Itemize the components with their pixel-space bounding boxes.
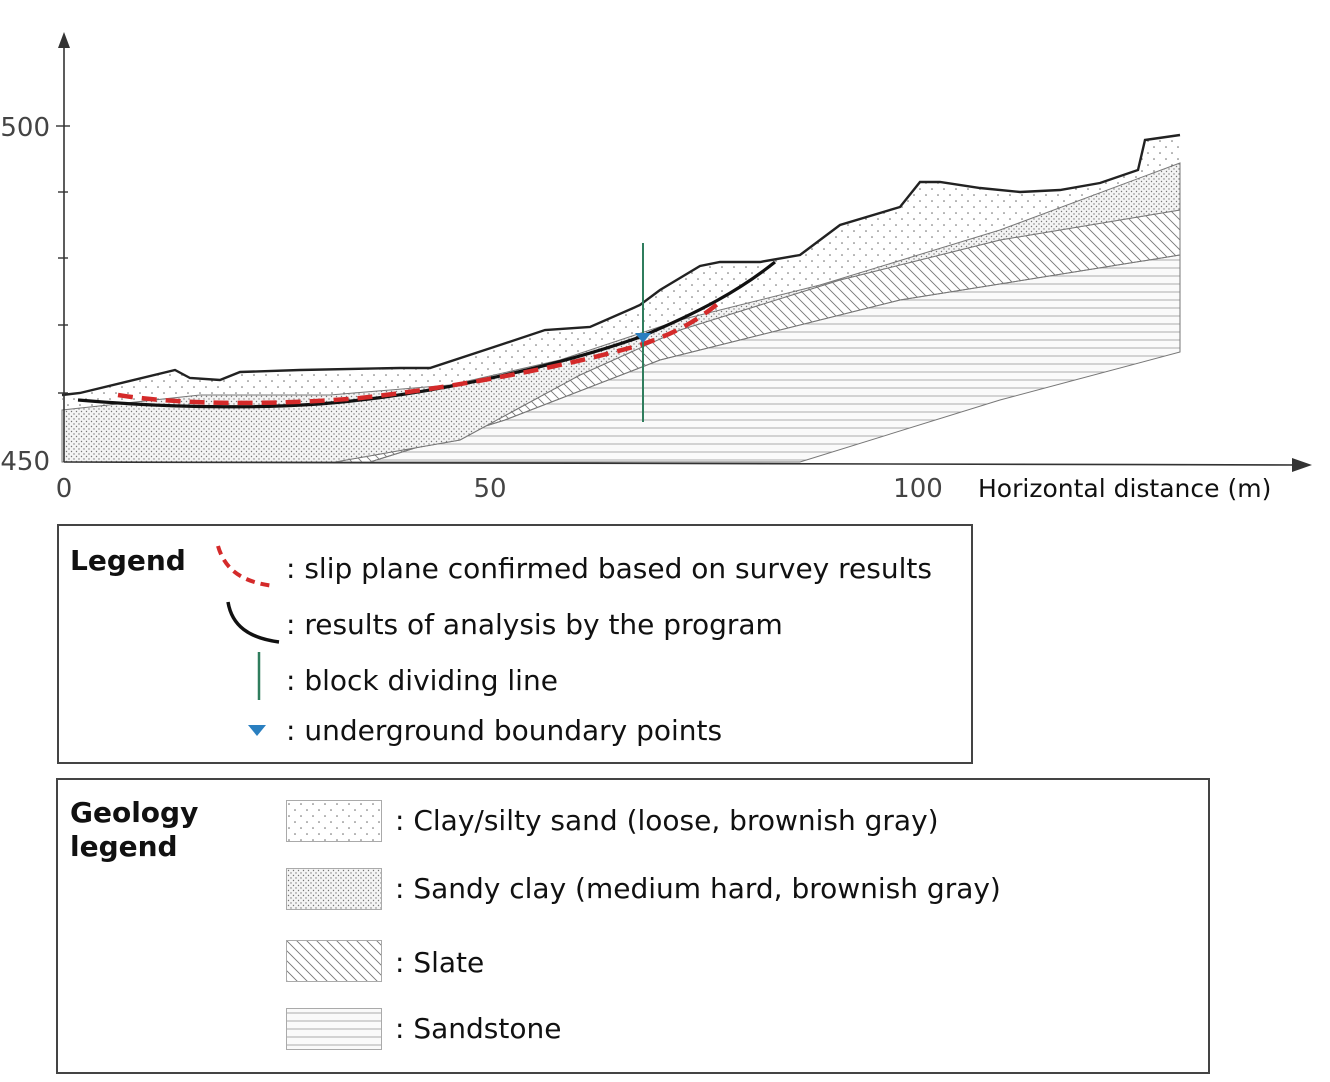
geology-item-sandstone: : Sandstone xyxy=(395,1012,562,1045)
x-axis-arrow xyxy=(1292,458,1312,472)
y-tick-label-450: 450 xyxy=(0,447,50,477)
legend-item-slip-plane: : slip plane confirmed based on survey r… xyxy=(286,552,932,585)
legend-item-boundary-point: : underground boundary points xyxy=(286,714,723,747)
clay-silty-sand-layer xyxy=(62,135,1180,410)
geology-item-sandy-clay: : Sandy clay (medium hard, brownish gray… xyxy=(395,872,1001,905)
block-line-legend-icon xyxy=(257,652,261,700)
sandstone-swatch xyxy=(286,1008,382,1050)
slip-plane-curve xyxy=(117,300,722,406)
geology-item-clay-silty-sand: : Clay/silty sand (loose, brownish gray) xyxy=(395,804,939,837)
sandy-clay-swatch xyxy=(286,868,382,910)
legend-title: Legend xyxy=(70,544,186,577)
y-axis-arrow xyxy=(58,32,70,48)
legend-item-analysis: : results of analysis by the program xyxy=(286,608,783,641)
analysis-curve-legend-icon xyxy=(226,601,280,644)
geology-legend-box: Geology legend : Clay/silty sand (loose,… xyxy=(56,778,1210,1074)
x-axis-label: Horizontal distance (m) xyxy=(978,474,1271,503)
y-tick-label-500: 500 xyxy=(0,113,50,143)
legend-box: Legend : slip plane confirmed based on s… xyxy=(57,524,973,764)
slip-plane-legend-icon xyxy=(216,545,275,588)
slate-swatch xyxy=(286,940,382,982)
boundary-point-legend-icon xyxy=(248,725,266,736)
x-tick-label-0: 0 xyxy=(56,474,73,504)
slope-cross-section-diagram: 500 450 0 50 100 Horizontal distance (m) xyxy=(0,32,1312,504)
geology-legend-title-line1: Geology xyxy=(70,796,199,829)
legend-item-block-line: : block dividing line xyxy=(286,664,558,697)
underground-boundary-point xyxy=(635,333,651,343)
geology-legend-title-line2: legend xyxy=(70,830,178,863)
x-axis xyxy=(63,461,1306,466)
x-tick-label-50: 50 xyxy=(473,474,506,504)
ground-surface xyxy=(61,133,1181,397)
geology-item-slate: : Slate xyxy=(395,946,485,979)
clay-silty-sand-swatch xyxy=(286,800,382,842)
analysis-result-curve xyxy=(77,260,776,409)
x-tick-label-100: 100 xyxy=(893,474,943,504)
